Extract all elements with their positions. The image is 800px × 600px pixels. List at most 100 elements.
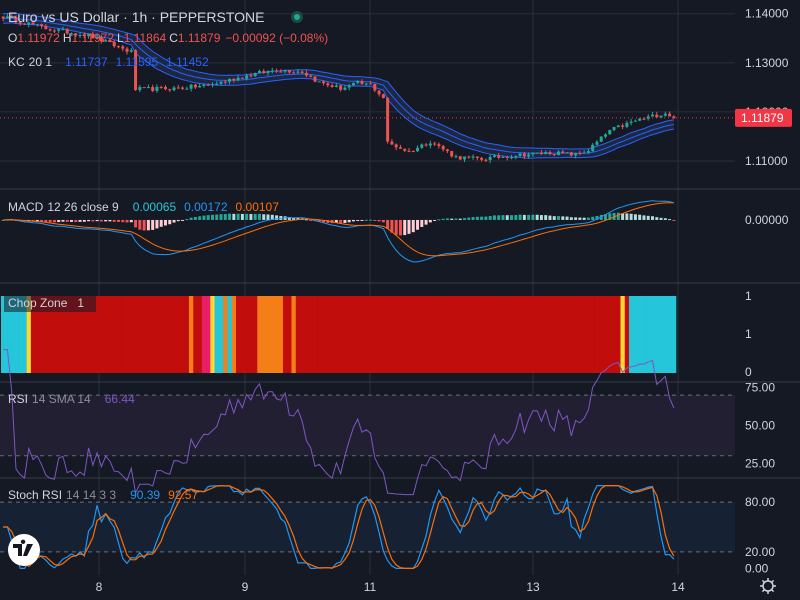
chop-zone-bar-81	[347, 296, 352, 373]
chop-zone-bar-3	[13, 296, 19, 373]
chop-zone-bar-12	[52, 296, 57, 373]
chop-zone-bar-70	[300, 296, 305, 373]
rsi-pane[interactable]	[0, 349, 735, 496]
chop-zone-bar-38	[163, 296, 168, 373]
candle-body-76	[326, 83, 330, 86]
candle-body-111	[475, 156, 479, 158]
candle-body-3	[14, 17, 18, 23]
macd-histogram-bar-150	[642, 215, 646, 220]
candle-body-64	[275, 70, 279, 72]
candle-body-101	[433, 143, 437, 145]
candle-body-61	[262, 71, 266, 73]
candle-body-153	[655, 114, 659, 118]
macd-histogram-bar-132	[565, 216, 569, 220]
candle-body-126	[539, 152, 543, 154]
chop-zone-bar-92	[394, 296, 399, 373]
macd-histogram-bar-37	[159, 219, 163, 227]
macd-histogram-bar-106	[454, 218, 458, 220]
chop-zone-legend-bg	[4, 293, 96, 312]
macd-histogram-bar-92	[394, 219, 398, 235]
symbol-title[interactable]: Euro vs US Dollar · 1h · PEPPERSTONE	[8, 9, 264, 25]
macd-histogram-bar-135	[578, 217, 582, 220]
symbol-legend[interactable]: Euro vs US Dollar · 1h · PEPPERSTONE O1.…	[8, 9, 328, 69]
candle-body-131	[561, 151, 565, 153]
chop-zone-bar-62	[265, 296, 271, 373]
candle-body-78	[334, 85, 338, 87]
candle-body-89	[381, 94, 385, 99]
candle-body-67	[287, 70, 291, 73]
macd-histogram-bar-134	[574, 217, 578, 220]
candle-body-113	[484, 159, 488, 161]
price-pane[interactable]	[0, 13, 735, 163]
macd-histogram-bar-58	[249, 214, 253, 220]
macd-histogram-bar-26	[112, 219, 116, 222]
chop-zone-bar-41	[176, 296, 181, 373]
stoch-rsi-pane[interactable]	[0, 484, 735, 570]
gear-icon[interactable]	[760, 578, 776, 594]
chop-zone-bar-104	[445, 296, 450, 373]
macd-histogram-bar-47	[202, 215, 206, 220]
macd-histogram-bar-146	[625, 213, 629, 220]
candle-body-120	[514, 156, 518, 158]
macd-histogram-bar-153	[655, 217, 659, 220]
macd-histogram-bar-109	[467, 217, 471, 220]
chop-zone-legend[interactable]: Chop Zone 1	[8, 296, 84, 310]
macd-histogram-bar-98	[420, 219, 424, 227]
chop-zone-pane[interactable]	[1, 296, 677, 373]
chop-zone-bar-65	[278, 296, 284, 373]
macd-histogram-bar-85	[364, 219, 368, 221]
chop-zone-bar-34	[146, 296, 151, 373]
chop-zone-bar-33	[141, 296, 147, 373]
macd-histogram-bar-54	[232, 213, 236, 220]
chop-zone-bar-85	[364, 296, 369, 373]
kc-legend[interactable]: KC 20 1 1.11737 1.11595 1.11452	[8, 55, 209, 69]
candle-body-98	[420, 144, 424, 148]
chop-zone-bar-45	[193, 296, 198, 373]
chop-zone-bar-118	[505, 296, 510, 373]
macd-histogram-bar-113	[484, 216, 488, 220]
macd-legend[interactable]: MACD 12 26 close 9 0.00065 0.00172 0.00107	[8, 200, 279, 214]
chop-zone-bar-79	[338, 296, 344, 373]
chop-zone-bar-157	[671, 296, 677, 373]
candle-body-25	[108, 40, 112, 42]
macd-histogram-bar-116	[497, 215, 501, 220]
tradingview-logo[interactable]	[8, 534, 40, 566]
stoch-axis-tick-0: 80.00	[745, 495, 775, 509]
stoch-rsi-legend[interactable]: Stoch RSI 14 14 3 3 90.39 92.57	[8, 488, 198, 502]
candle-body-136	[582, 152, 586, 154]
candle-body-12	[52, 30, 56, 32]
chop-zone-bar-75	[321, 296, 326, 373]
rsi-legend[interactable]: RSI 14 SMA 14 66.44	[8, 392, 135, 406]
chop-zone-bar-137	[586, 296, 591, 373]
candle-body-19	[82, 35, 86, 37]
last-price-tag	[735, 108, 792, 127]
market-open-icon-dot	[294, 14, 300, 20]
chop-zone-bar-31	[133, 296, 139, 373]
candle-body-116	[497, 155, 501, 158]
chop-zone-bar-109	[466, 296, 472, 373]
candle-body-31	[134, 50, 138, 91]
rsi-axis-tick-1: 50.00	[745, 418, 775, 432]
macd-histogram-bar-90	[386, 219, 390, 229]
candle-body-30	[129, 50, 133, 52]
chop-zone-bar-106	[453, 296, 459, 373]
chop-zone-bar-97	[415, 296, 420, 373]
macd-histogram-bar-27	[116, 219, 120, 222]
chop-zone-bar-149	[637, 296, 643, 373]
chop-zone-bar-98	[419, 296, 425, 373]
chop-zone-bar-143	[611, 296, 617, 373]
macd-pane[interactable]	[1, 200, 676, 263]
macd-histogram-bar-30	[129, 219, 133, 223]
candle-body-77	[330, 85, 334, 87]
candle-body-134	[574, 152, 578, 156]
candle-body-11	[48, 29, 52, 31]
chop-zone-bar-48	[206, 296, 211, 373]
chop-zone-bar-145	[620, 296, 626, 373]
candle-body-124	[531, 152, 535, 155]
candle-body-15	[65, 29, 69, 34]
macd-histogram-bar-9	[40, 219, 44, 222]
candle-body-21	[91, 33, 95, 39]
chop-zone-bar-136	[582, 296, 587, 373]
candle-body-85	[364, 83, 368, 85]
